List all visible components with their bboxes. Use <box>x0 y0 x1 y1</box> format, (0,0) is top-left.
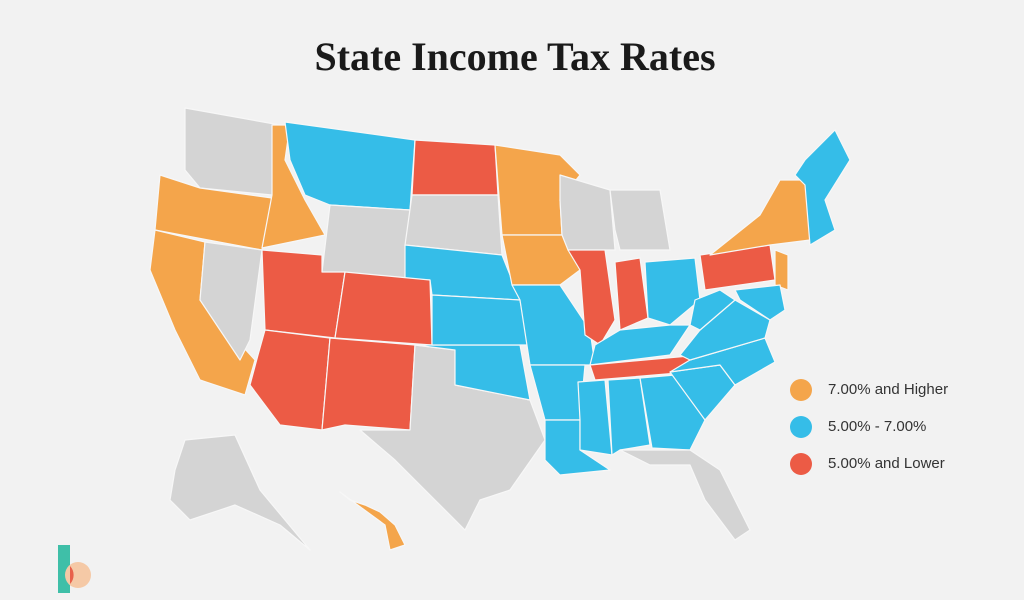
state <box>184 107 281 196</box>
state <box>607 377 651 456</box>
legend-swatch <box>790 453 812 475</box>
state <box>639 374 706 451</box>
state <box>501 234 581 286</box>
logo-circle <box>65 562 91 588</box>
legend: 7.00% and Higher 5.00% - 7.00% 5.00% and L… <box>790 379 948 475</box>
title: State Income Tax Rates <box>314 34 715 79</box>
us-map <box>149 107 851 551</box>
state <box>339 491 406 551</box>
state <box>644 257 701 326</box>
state <box>321 204 411 281</box>
legend-label: 5.00% and Lower <box>828 455 945 472</box>
legend-label: 7.00% and Higher <box>828 381 948 398</box>
state <box>431 294 529 346</box>
legend-swatch <box>790 416 812 438</box>
legend-label: 5.00% - 7.00% <box>828 418 926 435</box>
logo <box>58 545 91 593</box>
state <box>619 449 751 541</box>
state <box>334 271 433 346</box>
state <box>734 284 786 321</box>
state <box>199 241 263 361</box>
state <box>411 139 499 196</box>
state <box>794 129 851 246</box>
state <box>577 379 613 456</box>
state <box>689 289 736 331</box>
state <box>609 189 671 251</box>
state <box>321 337 416 431</box>
state <box>169 434 311 551</box>
legend-swatch <box>790 379 812 401</box>
state <box>774 249 789 291</box>
logo-half <box>70 566 74 584</box>
